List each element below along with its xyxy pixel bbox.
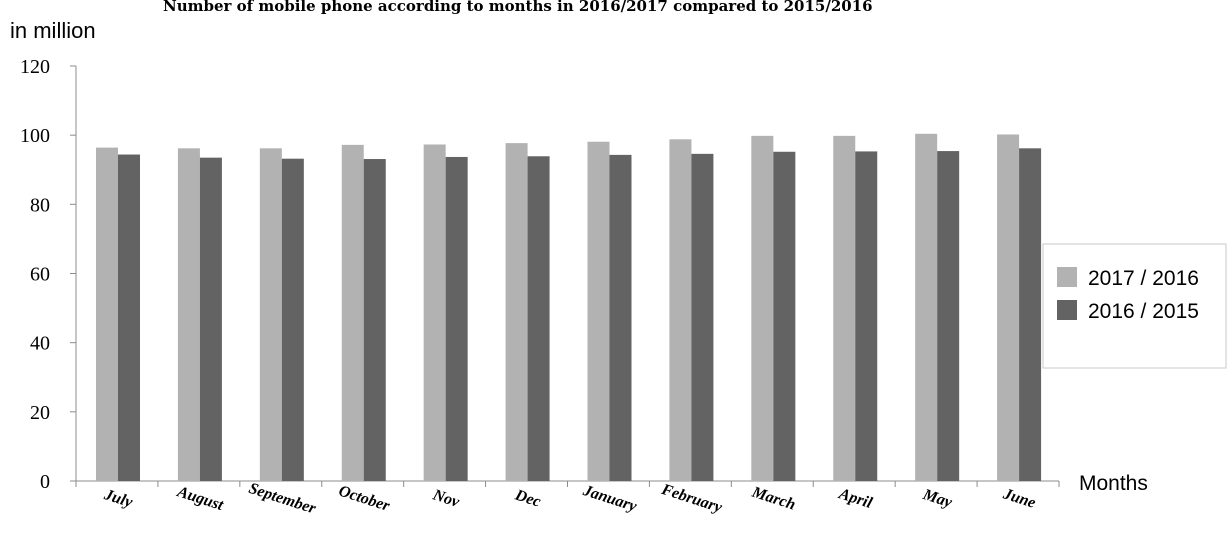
legend-swatch-2016-2015 [1057,300,1077,320]
bar-2017-2016-august [177,148,200,481]
category-label-dec: Dec [512,486,543,510]
bar-2017-2016-january [587,141,610,482]
bar-2017-2016-september [259,148,282,481]
category-label-february: February [659,481,725,517]
bar-2017-2016-april [833,135,856,481]
bar-2016-2015-july [118,154,140,482]
category-label-october: October [337,483,393,516]
bar-2016-2015-october [363,159,386,481]
bar-2017-2016-february [669,139,692,482]
bar-2016-2015-may [937,151,960,481]
chart-title: Number of mobile phone according to mont… [163,0,873,15]
bar-2017-2016-may [915,133,938,482]
category-label-nov: Nov [430,486,462,511]
category-label-march: March [749,483,798,513]
y-axis-label: in million [10,18,96,43]
bar-2016-2015-march [773,151,796,481]
bar-2016-2015-january [609,154,632,482]
category-label-january: January [580,482,639,516]
y-tick-label-80: 80 [30,194,50,216]
bar-2017-2016-october [341,144,364,481]
bar-2016-2015-august [199,157,222,482]
x-axis-label: Months [1079,472,1148,495]
bar-2017-2016-june [997,134,1020,481]
y-tick-label-100: 100 [20,125,50,147]
bar-2016-2015-february [691,153,714,481]
legend: 2017 / 2016 2016 / 2015 [1042,243,1227,369]
bar-2017-2016-march [751,135,774,481]
y-tick-label-60: 60 [30,264,50,286]
bar-2017-2016-nov [423,144,446,482]
category-label-september: September [247,480,319,518]
category-label-june: June [1000,485,1038,512]
y-tick-label-120: 120 [20,56,50,78]
bar-2017-2016-july [96,147,118,481]
x-axis [75,480,1060,487]
y-tick-label-40: 40 [30,333,50,355]
category-labels: July August September October Nov Dec January F… [101,480,1037,518]
bar-2017-2016-dec [505,143,528,481]
bar-2016-2015-nov [445,156,468,481]
category-label-july: July [101,486,135,512]
y-tick-label-20: 20 [30,402,50,424]
legend-label-2017-2016: 2017 / 2016 [1088,267,1199,290]
bar-2016-2015-april [855,151,878,481]
bar-2016-2015-june [1019,148,1042,481]
y-tick-label-0: 0 [40,471,50,493]
bar-2016-2015-dec [527,156,550,481]
category-label-may: May [920,486,955,512]
category-label-august: August [174,483,226,514]
legend-label-2016-2015: 2016 / 2015 [1088,300,1199,323]
category-label-april: April [836,485,875,512]
legend-swatch-2017-2016 [1057,267,1077,287]
bars [96,133,1042,482]
y-axis: 0 20 40 60 80 100 120 [20,56,77,493]
bar-2016-2015-september [281,158,304,481]
